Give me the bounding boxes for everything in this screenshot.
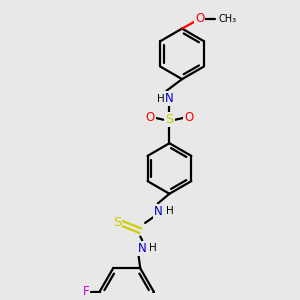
Text: S: S — [113, 216, 121, 230]
Text: N: N — [138, 242, 147, 255]
Text: N: N — [154, 205, 163, 218]
Text: H: H — [166, 206, 173, 216]
Text: O: O — [146, 112, 154, 124]
Text: H: H — [157, 94, 165, 103]
Text: O: O — [195, 12, 204, 26]
Text: CH₃: CH₃ — [219, 14, 237, 24]
Text: N: N — [165, 92, 174, 105]
Text: F: F — [82, 285, 89, 298]
Text: S: S — [165, 113, 174, 126]
Text: H: H — [149, 243, 157, 253]
Text: O: O — [184, 112, 194, 124]
